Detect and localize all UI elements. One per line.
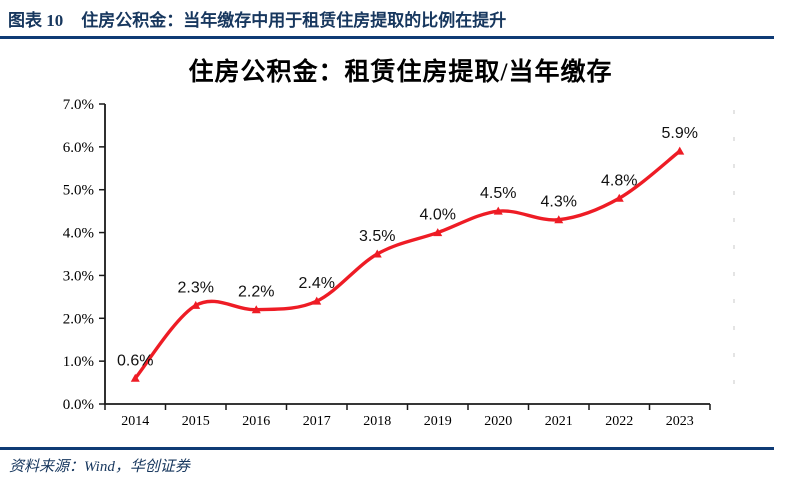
x-axis-tick-label: 2015 xyxy=(182,414,210,429)
y-axis-tick-label: 5.0% xyxy=(63,183,94,199)
data-point-label: 0.6% xyxy=(117,352,153,369)
y-axis-tick-label: 6.0% xyxy=(63,140,94,156)
data-point-label: 4.0% xyxy=(420,207,456,224)
data-point-label: 5.9% xyxy=(662,125,698,142)
data-point-marker xyxy=(614,193,624,202)
x-axis-tick-label: 2018 xyxy=(363,414,391,429)
axis-lines xyxy=(104,104,710,405)
y-axis-tick-label: 4.0% xyxy=(63,226,94,242)
data-point-label: 4.5% xyxy=(480,185,516,202)
data-point-label: 2.4% xyxy=(299,275,335,292)
y-axis-tick-label: 1.0% xyxy=(63,354,94,370)
data-point-label: 4.3% xyxy=(541,194,577,211)
data-point-marker xyxy=(251,305,261,314)
figure-header-title: 住房公积金：当年缴存中用于租赁住房提取的比例在提升 xyxy=(81,11,507,30)
data-point-marker xyxy=(675,146,685,155)
y-axis-tick-label: 0.0% xyxy=(63,397,94,413)
x-axis-tick-label: 2017 xyxy=(303,414,331,429)
x-axis-tick-label: 2022 xyxy=(605,414,633,429)
y-axis-tick-label: 7.0% xyxy=(63,97,94,113)
figure-number-label: 图表 10 xyxy=(8,11,64,30)
header-divider-rule xyxy=(0,36,774,39)
data-point-label: 4.8% xyxy=(601,172,637,189)
data-point-marker xyxy=(372,249,382,258)
x-axis-tick-label: 2014 xyxy=(121,414,149,429)
data-point-marker xyxy=(191,300,201,309)
y-axis-tick-label: 2.0% xyxy=(63,311,94,327)
chart-title: 住房公积金：租赁住房提取/当年缴存 xyxy=(188,59,613,86)
data-point-label: 2.3% xyxy=(178,279,214,296)
source-note: 资料来源：Wind，华创证券 xyxy=(9,459,190,475)
data-point-marker xyxy=(130,373,140,382)
x-axis-tick-label: 2023 xyxy=(666,414,694,429)
x-axis-tick-label: 2016 xyxy=(242,414,270,429)
footer-divider-rule xyxy=(0,447,774,450)
y-axis-tick-label: 3.0% xyxy=(63,268,94,284)
data-point-label: 3.5% xyxy=(359,228,395,245)
data-point-label: 2.2% xyxy=(238,284,274,301)
data-point-marker xyxy=(554,215,564,224)
x-axis-tick-label: 2020 xyxy=(484,414,512,429)
data-point-marker xyxy=(493,206,503,215)
data-point-marker xyxy=(433,228,443,237)
x-axis-tick-label: 2019 xyxy=(424,414,452,429)
figure-header: 图表 10 住房公积金：当年缴存中用于租赁住房提取的比例在提升 xyxy=(8,6,788,31)
data-series-line xyxy=(133,149,682,380)
data-point-marker xyxy=(312,296,322,305)
x-axis-tick-label: 2021 xyxy=(545,414,573,429)
